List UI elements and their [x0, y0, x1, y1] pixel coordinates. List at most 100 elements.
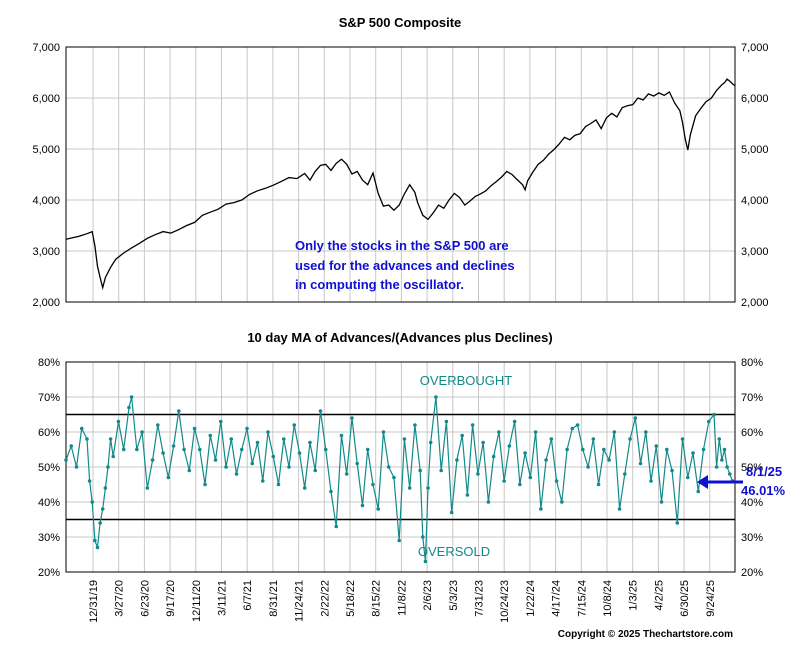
- oscillator-point: [596, 482, 601, 487]
- oscillator-point: [602, 447, 606, 452]
- date-tick-label: 5/3/23: [448, 580, 460, 611]
- oscillator-point: [100, 507, 105, 511]
- oscillator-point: [617, 507, 622, 511]
- sp500-ytick-left: 3,000: [32, 246, 60, 258]
- oscillator-ytick-right: 30%: [741, 532, 763, 544]
- oscillator-point: [95, 545, 100, 550]
- sp500-y-axis: 2,000 2,000 3,000 3,000 4,000 4,000 5,000 5,000…: [32, 42, 768, 309]
- oscillator-point: [612, 430, 617, 434]
- oscillator-point: [245, 426, 249, 431]
- oscillator-point: [121, 447, 126, 452]
- oscillator-ytick-left: 80%: [38, 357, 60, 369]
- sp500-ytick-right: 3,000: [741, 246, 769, 258]
- oscillator-point: [224, 465, 228, 469]
- oscillator-point: [523, 451, 527, 455]
- oscillator-point: [518, 482, 522, 487]
- oscillator-point: [560, 500, 564, 504]
- oscillator-point: [633, 416, 638, 420]
- oscillator-point: [365, 447, 370, 452]
- oscillator-point: [166, 475, 171, 480]
- callout-arrow-head: [697, 475, 708, 489]
- oscillator-point: [539, 507, 543, 511]
- oscillator-point: [654, 444, 659, 448]
- oscillator-point: [360, 503, 365, 508]
- date-tick-label: 6/7/21: [242, 580, 254, 611]
- date-tick-label: 7/15/24: [576, 580, 588, 617]
- oscillator-point: [628, 437, 632, 441]
- oscillator-point: [670, 468, 674, 473]
- oscillator-point: [334, 524, 339, 529]
- date-tick-label: 12/11/20: [191, 580, 203, 622]
- note-line-3: in computing the oscillator.: [295, 277, 464, 292]
- sp500-ytick-left: 2,000: [32, 297, 60, 309]
- sp500-plot-frame: [65, 46, 736, 303]
- oscillator-point: [664, 447, 669, 452]
- latest-date: 8/1/25: [746, 464, 782, 479]
- oscillator-plot-frame: [65, 361, 736, 573]
- oscillator-point: [292, 423, 297, 427]
- date-tick-label: 2/22/22: [319, 580, 331, 617]
- oscillator-point: [502, 479, 506, 483]
- oscillator-point: [69, 444, 74, 448]
- oscillator-point: [407, 486, 412, 490]
- oscillator-point: [87, 479, 92, 483]
- date-tick-label: 11/24/21: [294, 580, 306, 622]
- oscillator-gridlines: [66, 362, 735, 572]
- oscillator-ytick-left: 30%: [38, 532, 60, 544]
- oscillator-point: [74, 465, 79, 469]
- oscillator-point: [213, 458, 218, 462]
- oscillator-point: [108, 437, 113, 441]
- oscillator-point: [512, 419, 517, 424]
- oscillator-point: [423, 559, 428, 564]
- oscillator-point: [271, 454, 276, 459]
- date-tick-label: 4/2/25: [653, 580, 665, 611]
- sp500-ytick-left: 5,000: [32, 144, 60, 156]
- date-tick-label: 8/31/21: [268, 580, 280, 617]
- oscillator-point: [570, 426, 575, 431]
- sp500-ytick-left: 7,000: [32, 42, 60, 54]
- oscillator-point: [297, 451, 302, 455]
- oscillator-point: [586, 465, 590, 469]
- oscillator-ytick-right: 70%: [741, 392, 763, 404]
- oscillator-x-axis: 12/31/19 3/27/20 6/23/20 9/17/20 12/11/20 3/1…: [88, 580, 717, 623]
- oscillator-point: [135, 447, 139, 452]
- date-tick-label: 1/3/25: [628, 580, 640, 611]
- oscillator-ytick-left: 20%: [38, 567, 60, 579]
- oscillator-point: [386, 465, 391, 469]
- latest-value: 46.01%: [741, 483, 786, 498]
- oscillator-point: [234, 472, 239, 476]
- oscillator-point: [623, 472, 627, 476]
- oscillator-point: [313, 468, 318, 473]
- oscillator-point: [565, 447, 569, 452]
- oscillator-point: [266, 430, 270, 434]
- oscillator-point: [680, 437, 685, 441]
- oscillator-point: [413, 423, 417, 427]
- oscillator-point: [444, 419, 449, 424]
- date-tick-label: 12/31/19: [88, 580, 100, 623]
- oscillator-point: [685, 475, 690, 480]
- oscillator-point: [428, 440, 433, 445]
- oscillator-point: [161, 451, 165, 455]
- oscillator-point: [706, 419, 711, 424]
- oscillator-point: [449, 510, 454, 515]
- oscillator-point: [208, 433, 213, 438]
- oscillator-point: [727, 472, 732, 476]
- oversold-label: OVERSOLD: [418, 544, 490, 559]
- oscillator-point: [276, 482, 281, 487]
- oscillator-point: [106, 465, 110, 469]
- date-tick-label: 9/24/25: [705, 580, 717, 617]
- oscillator-point: [329, 489, 333, 494]
- oscillator-point: [644, 430, 648, 434]
- oscillator-ytick-right: 80%: [741, 357, 763, 369]
- oscillator-point: [111, 454, 116, 459]
- oscillator-point: [129, 395, 134, 399]
- oscillator-point: [93, 538, 97, 543]
- oscillator-point: [717, 437, 722, 441]
- oscillator-point: [691, 451, 695, 455]
- oscillator-point: [491, 454, 496, 459]
- oscillator-point: [544, 458, 548, 462]
- oscillator-point: [455, 458, 459, 462]
- oscillator-point: [581, 447, 585, 452]
- oscillator-point: [187, 468, 192, 473]
